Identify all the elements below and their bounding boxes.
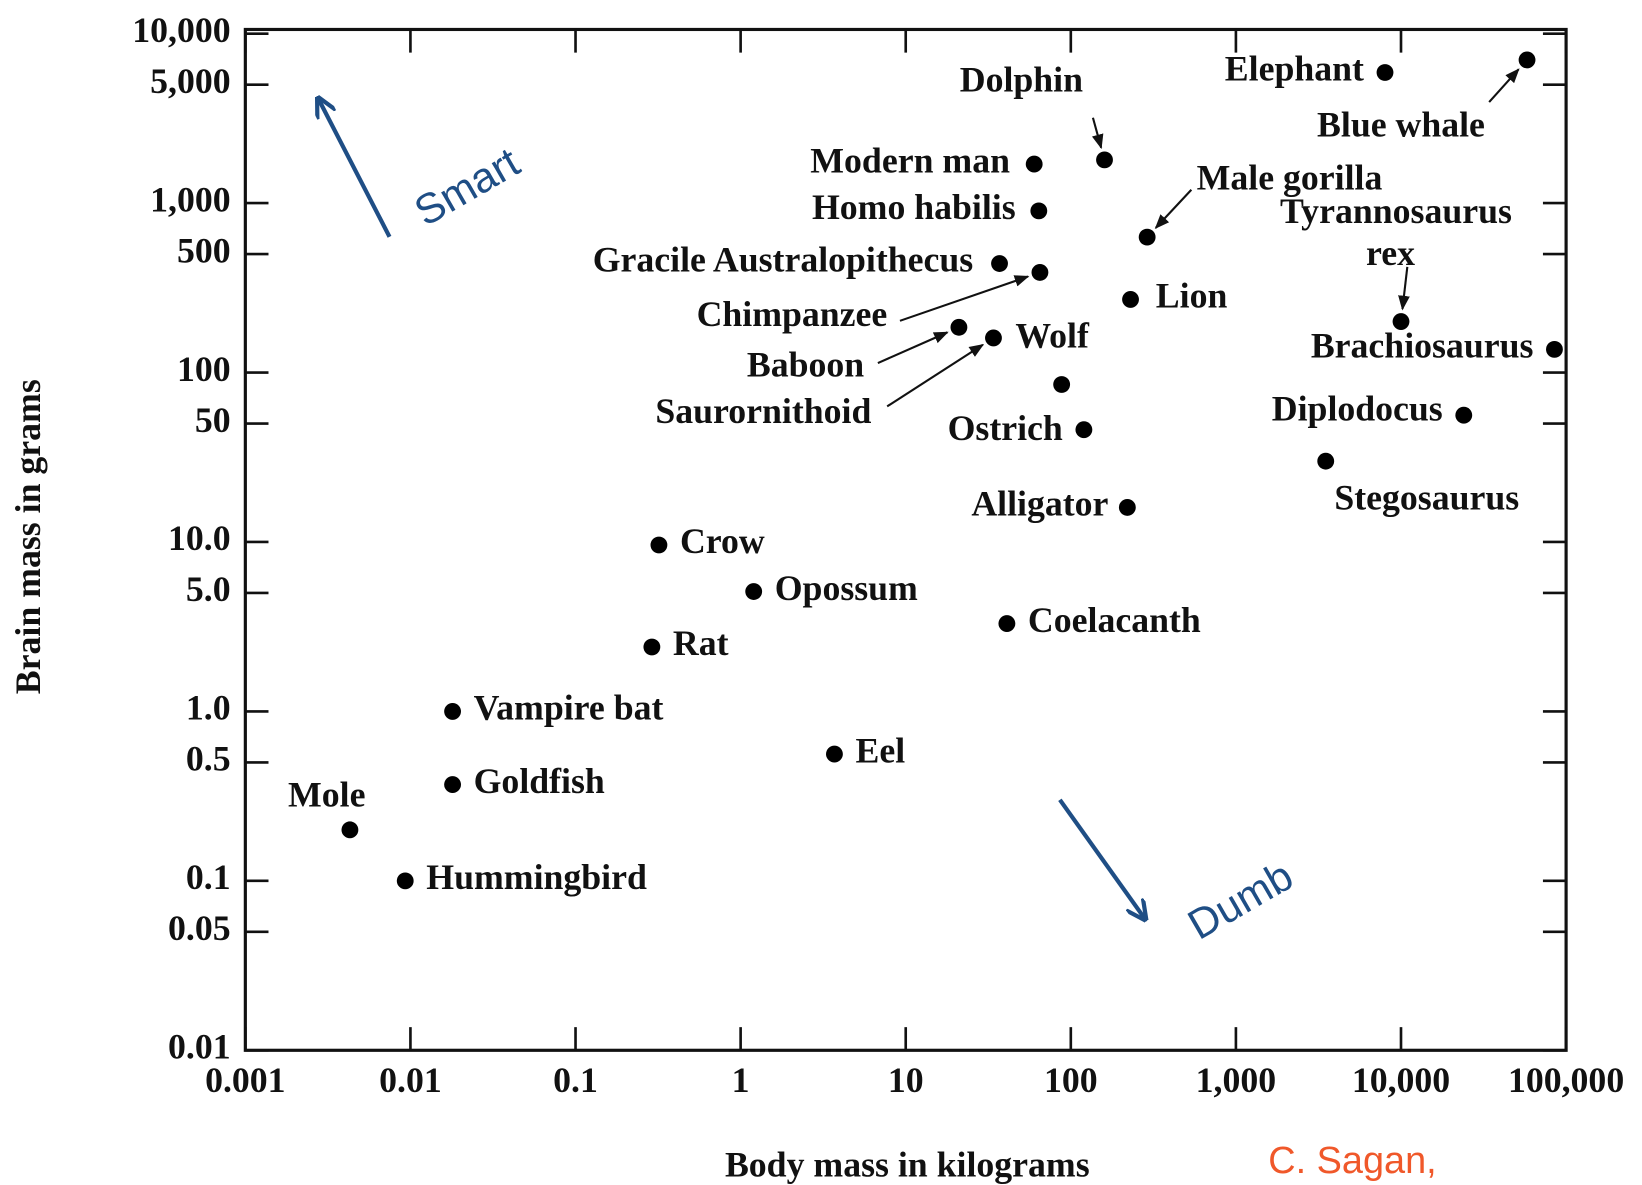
point — [1138, 228, 1156, 246]
point-label: Rat — [673, 623, 729, 663]
point-label: Saurornithoid — [655, 391, 871, 431]
annotation: C. Sagan, — [1268, 1140, 1436, 1182]
y-tick-label: 1.0 — [186, 688, 231, 728]
point — [950, 318, 968, 336]
y-tick-label: 5.0 — [186, 569, 231, 609]
point-label: Hummingbird — [426, 857, 647, 897]
label-arrow — [899, 275, 1030, 322]
point-label: Gracile Australopithecus — [593, 240, 974, 280]
point-label: Crow — [680, 521, 765, 561]
point — [396, 872, 414, 890]
point-label: Eel — [855, 730, 905, 770]
point — [341, 821, 359, 839]
point-label: Mole — [288, 774, 365, 814]
label-arrow — [1398, 266, 1410, 311]
point-label: Male gorilla — [1197, 158, 1383, 198]
x-tick-label: 10,000 — [1352, 1060, 1450, 1100]
annotation-arrow — [1058, 798, 1144, 918]
annotation: Dumb — [1180, 852, 1301, 949]
y-tick-label: 10.0 — [168, 518, 231, 558]
point — [643, 638, 661, 656]
y-tick-label: 500 — [177, 230, 231, 270]
point-label: Ostrich — [948, 408, 1063, 448]
point — [444, 776, 461, 794]
label-arrow — [1488, 68, 1520, 103]
label-arrow — [877, 331, 949, 365]
point-label: Baboon — [747, 345, 864, 385]
point-label: Stegosaurus — [1334, 477, 1519, 517]
point — [1025, 155, 1043, 173]
y-tick-label: 0.5 — [186, 739, 231, 779]
point — [1053, 376, 1071, 393]
y-tick-label: 0.01 — [168, 1027, 231, 1067]
point — [1317, 452, 1335, 470]
point — [1031, 263, 1049, 281]
x-tick-label: 10 — [888, 1060, 924, 1100]
point — [985, 329, 1002, 347]
y-tick-label: 5,000 — [150, 61, 230, 101]
point-label: Dolphin — [960, 59, 1083, 99]
y-tick-label: 0.1 — [186, 857, 231, 897]
point-label: Diplodocus — [1272, 388, 1443, 428]
y-tick-label: 50 — [195, 400, 231, 440]
point-label: Opossum — [775, 568, 918, 608]
annotation: Smart — [406, 138, 527, 235]
x-tick-label: 100 — [1044, 1060, 1098, 1100]
point — [1030, 202, 1048, 220]
point-label: Coelacanth — [1028, 600, 1201, 640]
point — [1455, 406, 1473, 424]
point — [1376, 64, 1394, 81]
x-tick-label: 0.001 — [205, 1060, 285, 1100]
x-tick-label: 1 — [732, 1060, 750, 1100]
x-tick-label: 100,000 — [1508, 1060, 1624, 1100]
point — [650, 536, 668, 554]
point-label-text: Tyrannosaurus rex — [1279, 192, 1512, 274]
point — [745, 583, 763, 600]
point — [826, 745, 843, 763]
point — [444, 703, 461, 720]
label-arrow — [886, 343, 985, 408]
point — [1392, 313, 1410, 330]
x-tick-label: 0.01 — [379, 1060, 442, 1100]
y-tick-label: 100 — [177, 349, 231, 389]
point-label: Goldfish — [474, 761, 605, 801]
point-label: Homo habilis — [812, 187, 1016, 227]
point — [1075, 421, 1093, 439]
point-label: Modern man — [810, 140, 1010, 180]
annotation-arrow — [319, 100, 392, 238]
point-label: Elephant — [1225, 49, 1364, 89]
y-axis-label: Brain mass in grams — [8, 379, 48, 694]
y-tick-label: 1,000 — [150, 179, 230, 219]
x-axis-label: Body mass in kilograms — [725, 1144, 1090, 1184]
label-arrow — [1154, 189, 1193, 229]
point — [1096, 151, 1113, 169]
point — [1546, 340, 1563, 358]
y-tick-label: 0.05 — [168, 908, 231, 948]
x-tick-label: 0.1 — [553, 1060, 598, 1100]
x-tick-label: 1,000 — [1196, 1060, 1276, 1100]
point — [1518, 51, 1536, 69]
point — [991, 255, 1008, 272]
point-label: Brachiosaurus — [1311, 326, 1534, 366]
point — [1122, 291, 1139, 308]
point-label: Lion — [1156, 276, 1228, 316]
label-arrow — [1091, 117, 1104, 150]
point-label: Wolf — [1015, 315, 1090, 355]
point — [1118, 498, 1136, 516]
point-label: Chimpanzee — [697, 294, 888, 334]
point-label: Alligator — [971, 484, 1108, 524]
point — [998, 615, 1016, 632]
point-label: Vampire bat — [474, 688, 664, 728]
point-label: Tyrannosaurus rex — [1279, 192, 1512, 274]
point-label: Blue whale — [1317, 105, 1485, 145]
y-tick-label: 10,000 — [132, 10, 230, 50]
